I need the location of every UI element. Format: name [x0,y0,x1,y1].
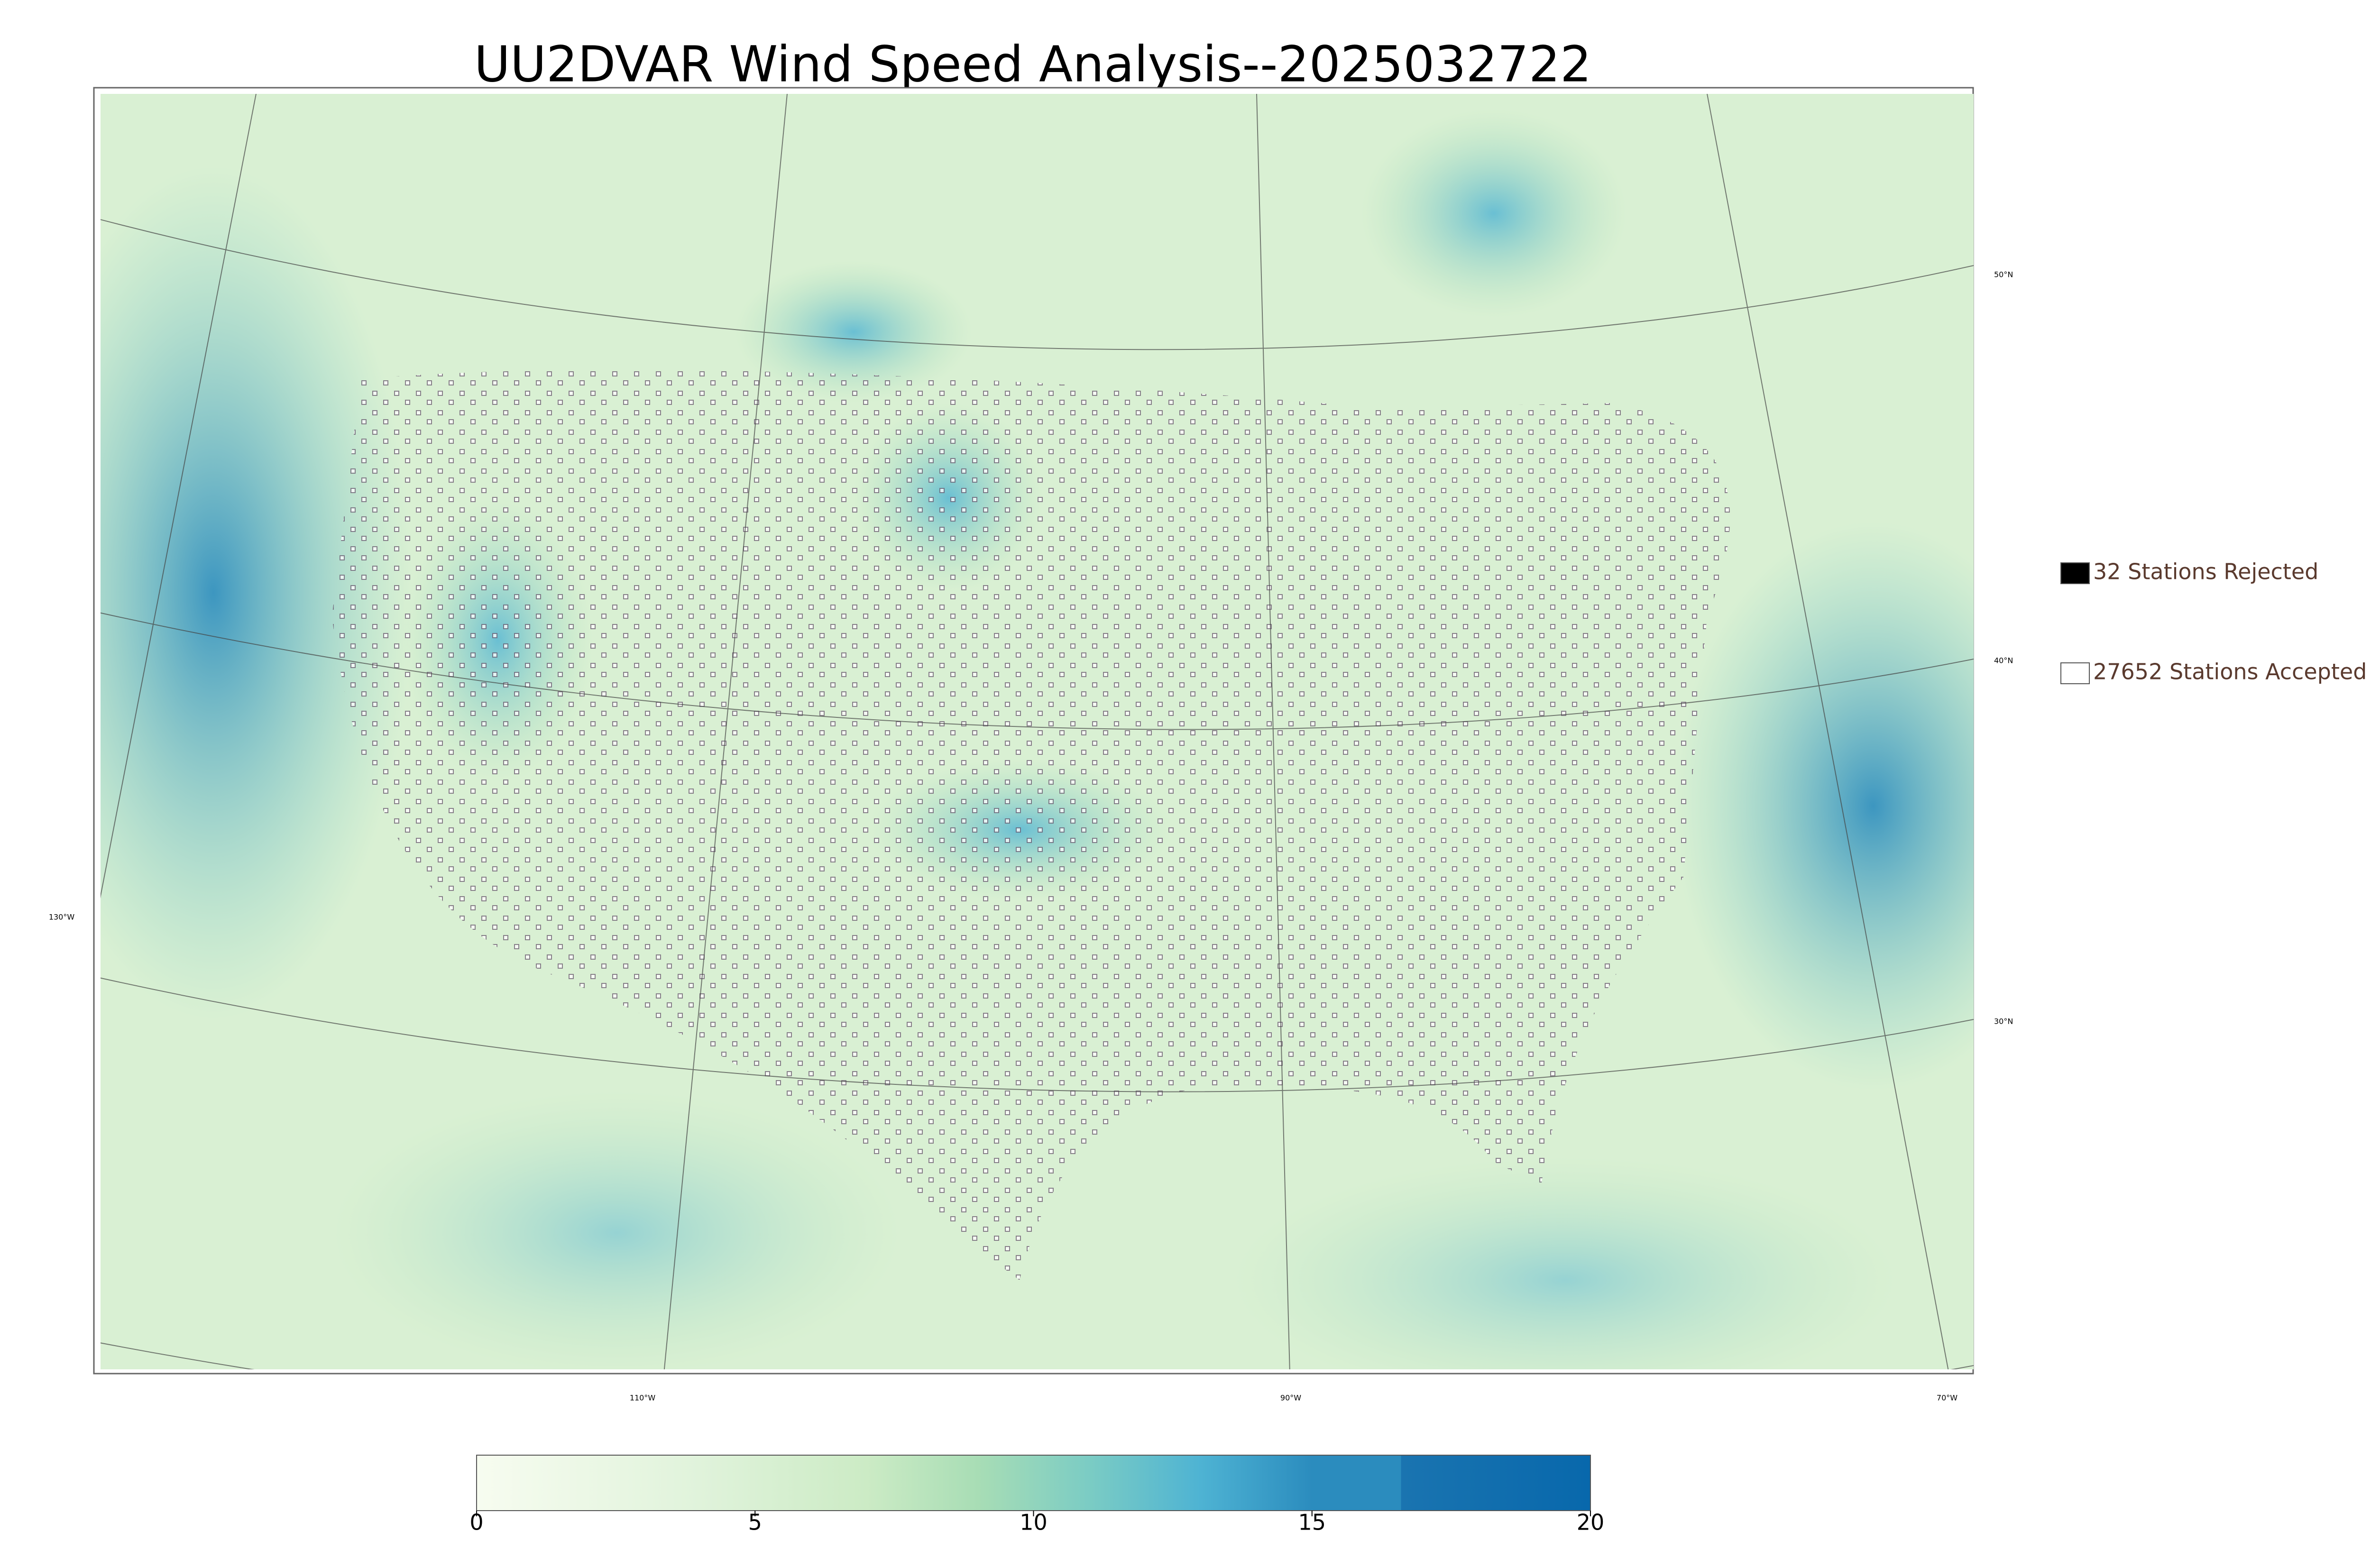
graticule-labels: 130°W 110°W 90°W 70°W 50°N 40°N 30°N [49,270,2013,1403]
legend-swatch [2060,562,2090,584]
colorbar-tick-label: 20 [1577,1510,1605,1535]
lon-label: 110°W [630,1394,656,1403]
lat-label: 50°N [1994,270,2013,279]
colorbar-tick-label: 5 [748,1510,762,1535]
legend-label: 32 Stations Rejected [2093,559,2318,585]
colorbar-tick-label: 10 [1020,1510,1048,1535]
legend-label: 27652 Stations Accepted [2093,659,2367,685]
colorbar-ticks: 0 5 10 15 20 [469,1510,1604,1535]
map-area [101,94,1974,1369]
legend: 32 Stations Rejected 27652 Stations Accep… [2060,559,2367,685]
lat-label: 40°N [1994,656,2013,665]
lon-label: 130°W [49,913,75,922]
legend-swatch [2060,662,2090,684]
lat-label: 30°N [1994,1017,2013,1026]
lon-label: 90°W [1280,1394,1301,1403]
title: UU2DVAR Wind Speed Analysis--2025032722 [474,35,1591,93]
lon-label: 70°W [1937,1394,1957,1403]
colorbar [476,1455,1591,1511]
colorbar-tick-label: 15 [1298,1510,1326,1535]
colorbar-tick-label: 0 [469,1510,483,1535]
